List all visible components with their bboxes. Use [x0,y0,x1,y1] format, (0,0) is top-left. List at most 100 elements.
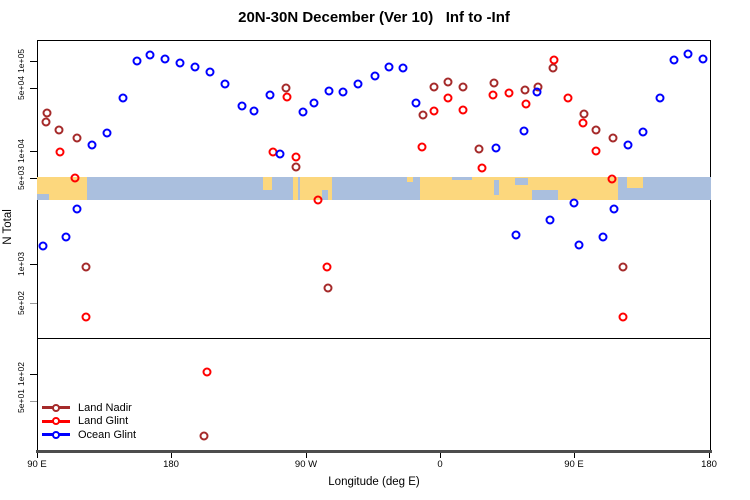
y-tick [30,303,37,304]
ocean-glint-point [598,232,608,242]
ocean-glint-point [384,62,394,72]
legend-label: Ocean Glint [78,428,137,441]
ocean-glint-point [87,140,97,150]
ocean-cutout [37,194,49,200]
land-nadir-point [418,110,428,120]
land-glint-point [322,262,332,272]
x-tick [171,453,172,458]
x-tick-label: 90 E [564,459,584,470]
ocean-glint-point [338,87,348,97]
x-tick [306,453,307,458]
ocean-glint-point [353,79,363,89]
land-region [627,177,643,188]
legend-marker [42,430,70,439]
land-region [420,177,618,200]
ocean-glint-point [669,55,679,65]
ocean-cutout [494,180,499,195]
x-tick-label: 90 E [27,459,47,470]
x-tick [709,453,710,458]
ocean-glint-point [638,127,648,137]
ocean-glint-point [61,232,71,242]
land-glint-point [458,105,468,115]
land-glint-point [578,118,588,128]
panel-separator-line [37,338,711,339]
ocean-glint-point [160,54,170,64]
land-glint-point [591,146,601,156]
land-glint-point [81,312,91,322]
land-nadir-point [429,82,439,92]
ocean-glint-point [698,54,708,64]
land-nadir-point [474,144,484,154]
land-nadir-point [458,82,468,92]
y-tick [30,401,37,402]
land-nadir-point [54,125,64,135]
land-glint-point [521,99,531,109]
land-nadir-point [41,117,51,127]
y-tick-label: 1e+02 [16,362,26,386]
x-tick-label: 90 W [294,459,318,470]
legend-marker-circle [52,430,60,439]
land-nadir-point [608,133,618,143]
y-tick [30,151,37,152]
ocean-glint-point [609,204,619,214]
ocean-glint-point [324,86,334,96]
x-axis-line [36,450,712,453]
land-glint-point [282,92,292,102]
ocean-glint-point [683,49,693,59]
ocean-glint-point [491,143,501,153]
ocean-glint-point [532,87,542,97]
land-region [37,177,87,200]
y-tick-label: 5e+02 [16,291,26,315]
y-tick [30,264,37,265]
legend-item: Land Nadir [42,401,136,415]
ocean-cutout [322,190,328,200]
land-nadir-point [81,262,91,272]
land-glint-point [70,173,80,183]
y-axis-title: N Total [2,209,14,245]
land-glint-point [504,88,514,98]
y-tick [30,61,37,62]
land-nadir-point [548,63,558,73]
land-region [407,177,413,182]
legend-label: Land Nadir [78,401,132,414]
legend: Land Nadir Land Glint Ocean Glint [42,401,136,442]
y-tick [30,88,37,89]
land-glint-point [618,312,628,322]
ocean-glint-point [298,107,308,117]
ocean-glint-point [38,241,48,251]
ocean-glint-point [275,149,285,159]
plot-frame [37,40,711,452]
y-tick-label: 1e+05 [16,49,26,73]
ocean-glint-point [569,198,579,208]
ocean-glint-point [220,79,230,89]
land-nadir-point [42,108,52,118]
ocean-glint-point [265,90,275,100]
ocean-glint-point [175,58,185,68]
ocean-cutout [532,190,558,200]
land-glint-point [429,106,439,116]
ocean-glint-point [132,56,142,66]
land-nadir-point [489,78,499,88]
land-glint-point [291,152,301,162]
legend-marker-circle [52,403,60,412]
ocean-glint-point [145,50,155,60]
ocean-glint-point [574,240,584,250]
land-region [263,177,272,190]
land-glint-point [607,174,617,184]
y-tick-label: 1e+04 [16,139,26,163]
ocean-glint-point [205,67,215,77]
land-nadir-point [591,125,601,135]
land-glint-point [549,55,559,65]
ocean-glint-point [118,93,128,103]
land-glint-point [488,90,498,100]
land-nadir-point [520,85,530,95]
ocean-glint-point [511,230,521,240]
land-glint-point [563,93,573,103]
y-tick-label: 1e+03 [16,252,26,276]
x-tick-label: 0 [437,459,443,470]
legend-label: Land Glint [78,415,129,428]
ocean-glint-point [102,128,112,138]
ocean-glint-point [519,126,529,136]
land-nadir-point [443,77,453,87]
ocean-glint-point [309,98,319,108]
